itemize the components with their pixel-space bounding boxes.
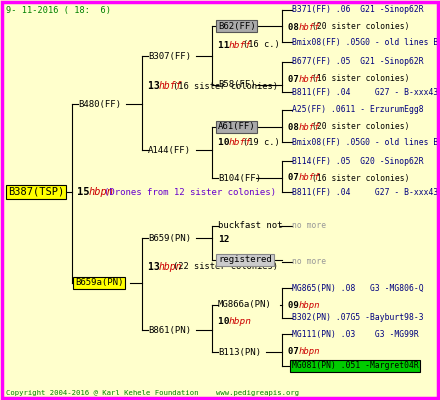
Text: hbff: hbff [298,22,319,32]
Text: 9- 11-2016 ( 18:  6): 9- 11-2016 ( 18: 6) [6,6,111,16]
Text: hbff: hbff [298,74,319,84]
Text: Copyright 2004-2016 @ Karl Kehele Foundation    www.pedigreapis.org: Copyright 2004-2016 @ Karl Kehele Founda… [6,390,299,396]
Text: 07: 07 [288,346,304,356]
Text: B371(FF) .06  G21 -Sinop62R: B371(FF) .06 G21 -Sinop62R [292,6,424,14]
Text: B659(PN): B659(PN) [148,234,191,242]
Text: 12: 12 [218,236,230,244]
Text: B480(FF): B480(FF) [78,100,121,108]
Text: B58(FF): B58(FF) [218,80,256,90]
Text: A25(FF) .0611 - ErzurumEgg8: A25(FF) .0611 - ErzurumEgg8 [292,106,424,114]
Text: hbpn: hbpn [298,346,319,356]
Text: (16 sister colonies): (16 sister colonies) [312,74,409,84]
Text: Bmix08(FF) .05G0 - old lines B: Bmix08(FF) .05G0 - old lines B [292,138,438,146]
Text: B811(FF) .04     G27 - B-xxx43: B811(FF) .04 G27 - B-xxx43 [292,188,438,196]
Text: B659a(PN): B659a(PN) [75,278,123,288]
Text: A61(FF): A61(FF) [218,122,256,132]
Text: hbpn: hbpn [229,317,252,326]
Text: MG866a(PN): MG866a(PN) [218,300,272,310]
Text: MG111(PN) .03    G3 -MG99R: MG111(PN) .03 G3 -MG99R [292,330,419,338]
Text: hbff: hbff [298,174,319,182]
Text: 07: 07 [288,174,304,182]
Text: (22 sister colonies): (22 sister colonies) [173,262,279,271]
Text: (16 c.): (16 c.) [243,40,279,50]
Text: registered: registered [218,256,272,264]
Text: B302(PN) .07G5 -Bayburt98-3: B302(PN) .07G5 -Bayburt98-3 [292,314,424,322]
Text: (20 sister colonies): (20 sister colonies) [312,22,409,32]
Text: 10: 10 [218,317,235,326]
Text: 11: 11 [218,40,235,50]
Text: hbff: hbff [159,81,183,91]
Text: hbff: hbff [229,40,252,50]
Text: MG081(PN) .051 -Margret04R: MG081(PN) .051 -Margret04R [292,362,419,370]
Text: 15: 15 [77,187,96,197]
Text: B104(FF): B104(FF) [218,174,261,182]
Text: (20 sister colonies): (20 sister colonies) [312,122,409,132]
Text: 13: 13 [148,81,165,91]
Text: hbpn: hbpn [298,300,319,310]
Text: B307(FF): B307(FF) [148,52,191,60]
Text: 09: 09 [288,300,304,310]
Text: B677(FF) .05  G21 -Sinop62R: B677(FF) .05 G21 -Sinop62R [292,58,424,66]
Text: hbff: hbff [298,122,319,132]
Text: 13: 13 [148,262,165,272]
Text: B62(FF): B62(FF) [218,22,256,30]
Text: B387(TSP): B387(TSP) [8,187,64,197]
Text: no more: no more [292,222,326,230]
Text: 07: 07 [288,74,304,84]
Text: Bmix08(FF) .05G0 - old lines B: Bmix08(FF) .05G0 - old lines B [292,38,438,46]
Text: B861(PN): B861(PN) [148,326,191,334]
Text: (16 sister colonies): (16 sister colonies) [173,82,279,90]
Text: hbpn: hbpn [89,187,114,197]
Text: buckfast not: buckfast not [218,222,282,230]
Text: (16 sister colonies): (16 sister colonies) [312,174,409,182]
Text: MG865(PN) .08   G3 -MG806-Q: MG865(PN) .08 G3 -MG806-Q [292,284,424,292]
Text: 08: 08 [288,22,304,32]
Text: B811(FF) .04     G27 - B-xxx43: B811(FF) .04 G27 - B-xxx43 [292,88,438,96]
Text: hbpn: hbpn [159,262,183,272]
Text: B113(PN): B113(PN) [218,348,261,356]
Text: (19 c.): (19 c.) [243,138,279,147]
Text: hbff: hbff [229,138,252,147]
Text: 08: 08 [288,122,304,132]
Text: B114(FF) .05  G20 -Sinop62R: B114(FF) .05 G20 -Sinop62R [292,156,424,166]
Text: no more: no more [292,258,326,266]
Text: A144(FF): A144(FF) [148,146,191,154]
Text: (Drones from 12 sister colonies): (Drones from 12 sister colonies) [104,188,276,196]
Text: 10: 10 [218,138,235,147]
